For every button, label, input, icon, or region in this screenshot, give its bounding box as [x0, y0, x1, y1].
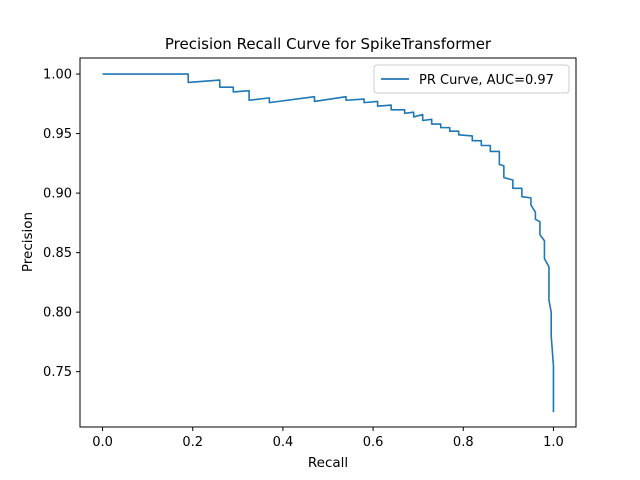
y-tick-label: 0.85 — [43, 246, 72, 261]
chart-title: Precision Recall Curve for SpikeTransfor… — [165, 35, 492, 53]
x-tick-label: 0.8 — [453, 435, 474, 450]
x-tick-label: 0.6 — [363, 435, 384, 450]
y-tick-label: 0.80 — [43, 306, 72, 321]
series-line-0 — [102, 73, 555, 413]
x-tick-label: 0.0 — [92, 435, 113, 450]
y-axis-label: Precision — [20, 212, 36, 272]
y-axis-ticks: 0.75 0.80 0.85 0.90 0.95 1.00 — [43, 68, 80, 380]
legend-box — [373, 64, 570, 94]
x-tick-label: 0.2 — [182, 435, 203, 450]
x-axis-label: Recall — [308, 455, 348, 471]
legend: PR Curve, AUC=0.97 — [373, 64, 570, 94]
legend-entry-pr-curve: PR Curve, AUC=0.97 — [419, 73, 554, 88]
x-tick-label: 1.0 — [543, 435, 564, 450]
y-tick-label: 0.90 — [43, 187, 72, 202]
y-tick-label: 0.75 — [43, 365, 72, 380]
plot-area — [102, 73, 555, 413]
axes-frame — [79, 57, 577, 428]
x-axis-ticks: 0.0 0.2 0.4 0.6 0.8 1.0 — [92, 427, 564, 450]
y-tick-label: 0.95 — [43, 127, 72, 142]
x-tick-label: 0.4 — [273, 435, 294, 450]
y-tick-label: 1.00 — [43, 68, 72, 83]
